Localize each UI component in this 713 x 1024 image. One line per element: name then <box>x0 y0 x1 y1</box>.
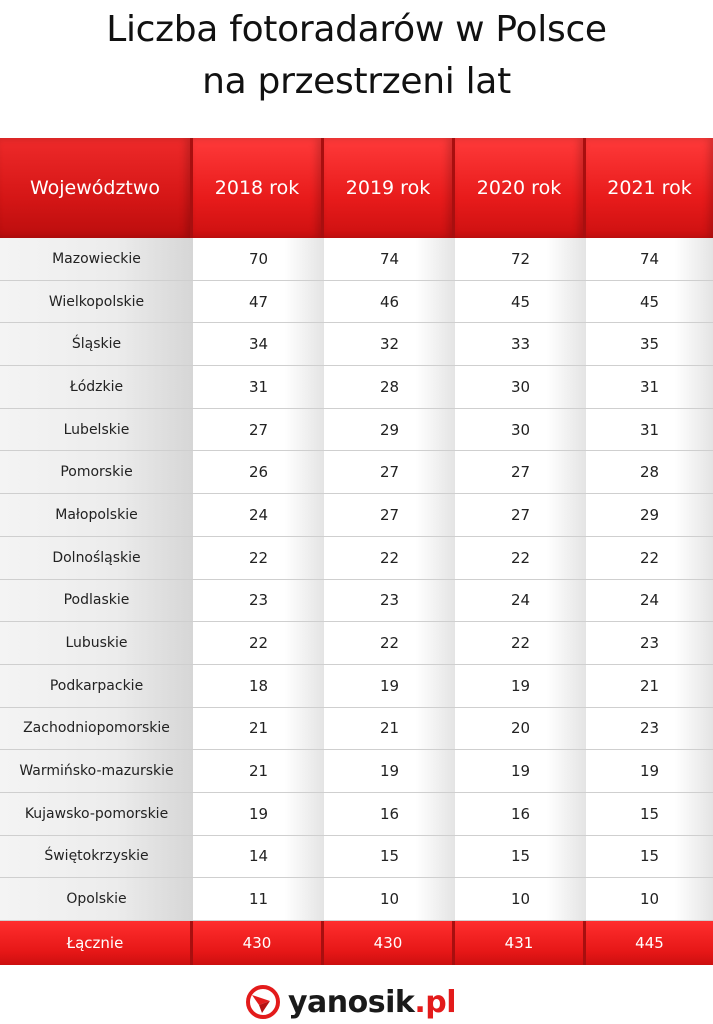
row-value: 31 <box>586 366 713 409</box>
row-value: 24 <box>193 494 324 537</box>
row-value: 15 <box>324 835 455 879</box>
row-value: 45 <box>455 280 586 324</box>
row-region-name: Lubelskie <box>0 408 193 452</box>
header-year: 2019 rok <box>324 138 455 238</box>
logo-text: yanosik.pl <box>288 984 457 1020</box>
row-value: 27 <box>324 494 455 537</box>
row-value: 28 <box>586 451 713 495</box>
row-region-name: Opolskie <box>0 878 193 921</box>
row-value: 29 <box>324 408 455 452</box>
yanosik-logo-icon <box>246 985 280 1019</box>
row-value: 22 <box>455 536 586 580</box>
header-year: 2021 rok <box>586 138 713 238</box>
row-value: 19 <box>455 750 586 793</box>
row-value: 74 <box>324 238 455 281</box>
row-value: 47 <box>193 280 324 324</box>
row-value: 19 <box>324 750 455 793</box>
row-region-name: Śląskie <box>0 323 193 367</box>
row-value: 30 <box>455 408 586 452</box>
row-value: 16 <box>324 792 455 836</box>
row-value: 21 <box>586 664 713 708</box>
row-value: 15 <box>586 792 713 836</box>
page-title: Liczba fotoradarów w Polsce na przestrze… <box>0 0 713 108</box>
row-value: 21 <box>193 707 324 751</box>
row-value: 24 <box>586 579 713 623</box>
row-value: 70 <box>193 238 324 281</box>
row-region-name: Zachodniopomorskie <box>0 707 193 751</box>
row-value: 45 <box>586 280 713 324</box>
row-region-name: Łódzkie <box>0 366 193 409</box>
row-region-name: Małopolskie <box>0 494 193 537</box>
row-value: 14 <box>193 835 324 879</box>
row-value: 27 <box>193 408 324 452</box>
row-value: 29 <box>586 494 713 537</box>
row-value: 11 <box>193 878 324 921</box>
header-year: 2018 rok <box>193 138 324 238</box>
row-value: 22 <box>324 536 455 580</box>
row-region-name: Podlaskie <box>0 579 193 623</box>
row-region-name: Mazowieckie <box>0 238 193 281</box>
row-value: 20 <box>455 707 586 751</box>
row-value: 35 <box>586 323 713 367</box>
total-value: 431 <box>455 921 586 965</box>
title-line-2: na przestrzeni lat <box>202 61 511 102</box>
row-value: 19 <box>324 664 455 708</box>
header-region: Województwo <box>0 138 193 238</box>
radar-table: Województwo 2018 rok 2019 rok 2020 rok 2021 … <box>0 138 713 965</box>
row-value: 22 <box>193 622 324 665</box>
row-value: 10 <box>455 878 586 921</box>
row-value: 23 <box>586 707 713 751</box>
header-year: 2020 rok <box>455 138 586 238</box>
row-value: 15 <box>586 835 713 879</box>
yanosik-logo: yanosik.pl <box>246 980 457 1024</box>
row-value: 27 <box>455 494 586 537</box>
total-value: 430 <box>193 921 324 965</box>
row-region-name: Pomorskie <box>0 451 193 495</box>
row-value: 74 <box>586 238 713 281</box>
row-region-name: Świętokrzyskie <box>0 835 193 879</box>
row-value: 24 <box>455 579 586 623</box>
row-value: 33 <box>455 323 586 367</box>
row-value: 16 <box>455 792 586 836</box>
total-value: 445 <box>586 921 713 965</box>
row-value: 22 <box>193 536 324 580</box>
row-value: 31 <box>193 366 324 409</box>
row-region-name: Podkarpackie <box>0 664 193 708</box>
row-value: 27 <box>455 451 586 495</box>
row-value: 18 <box>193 664 324 708</box>
row-value: 32 <box>324 323 455 367</box>
title-line-1: Liczba fotoradarów w Polsce <box>106 9 607 50</box>
row-region-name: Lubuskie <box>0 622 193 665</box>
row-value: 19 <box>455 664 586 708</box>
row-region-name: Wielkopolskie <box>0 280 193 324</box>
row-value: 22 <box>586 536 713 580</box>
row-value: 23 <box>324 579 455 623</box>
row-value: 10 <box>324 878 455 921</box>
row-value: 30 <box>455 366 586 409</box>
row-value: 22 <box>455 622 586 665</box>
row-value: 15 <box>455 835 586 879</box>
row-value: 28 <box>324 366 455 409</box>
row-region-name: Dolnośląskie <box>0 536 193 580</box>
row-value: 27 <box>324 451 455 495</box>
row-value: 72 <box>455 238 586 281</box>
row-value: 31 <box>586 408 713 452</box>
row-value: 21 <box>324 707 455 751</box>
row-region-name: Kujawsko-pomorskie <box>0 792 193 836</box>
row-value: 23 <box>193 579 324 623</box>
row-value: 26 <box>193 451 324 495</box>
row-value: 19 <box>586 750 713 793</box>
row-value: 23 <box>586 622 713 665</box>
row-value: 10 <box>586 878 713 921</box>
row-value: 21 <box>193 750 324 793</box>
total-value: 430 <box>324 921 455 965</box>
row-value: 34 <box>193 323 324 367</box>
row-region-name: Warmińsko-mazurskie <box>0 750 193 793</box>
row-value: 22 <box>324 622 455 665</box>
row-value: 19 <box>193 792 324 836</box>
row-value: 46 <box>324 280 455 324</box>
total-label: Łącznie <box>0 921 193 965</box>
